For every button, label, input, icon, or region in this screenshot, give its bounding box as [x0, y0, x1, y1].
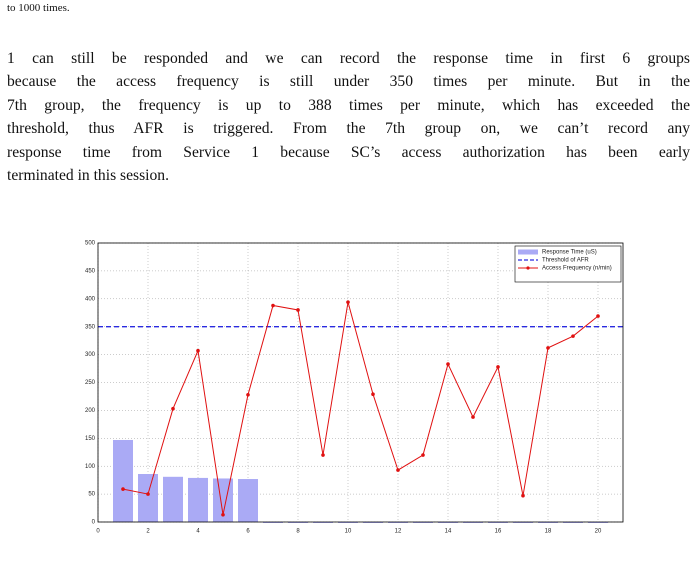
line	[122, 302, 599, 515]
bar	[563, 522, 583, 523]
bar	[188, 477, 208, 522]
y-tick-label: 50	[88, 492, 95, 498]
x-tick-label: 18	[545, 529, 552, 535]
y-tick-label: 500	[85, 241, 96, 247]
point	[121, 487, 125, 491]
y-tick-label: 450	[85, 268, 96, 274]
x-tick-label: 6	[246, 529, 250, 535]
point	[396, 468, 400, 472]
point	[421, 453, 425, 457]
text-line: response time from Service 1 because SC’…	[7, 143, 690, 161]
y-tick-label: 350	[85, 324, 96, 330]
y-tick-label: 300	[85, 352, 96, 358]
bar	[138, 474, 158, 522]
point	[146, 492, 150, 496]
legend-swatch	[518, 249, 538, 255]
point	[171, 406, 175, 411]
x-tick-label: 4	[196, 529, 200, 535]
y-tick-label: 250	[85, 380, 96, 386]
x-tick-label: 16	[495, 529, 502, 535]
legend-swatch	[526, 266, 530, 270]
bar	[513, 522, 533, 523]
legend-label: Threshold of AFR	[542, 258, 589, 264]
bar	[288, 522, 308, 523]
y-tick-label: 200	[85, 408, 96, 414]
x-tick-label: 10	[345, 529, 352, 535]
point	[196, 348, 200, 353]
point	[571, 334, 575, 338]
point	[296, 308, 300, 312]
point	[321, 453, 325, 457]
x-tick-label: 12	[395, 529, 402, 535]
point	[346, 300, 350, 304]
bar	[313, 522, 333, 523]
point	[271, 303, 275, 308]
point	[446, 362, 450, 366]
bar	[488, 522, 508, 523]
point	[546, 346, 550, 350]
text-line: 7th group, the frequency is up to 388 ti…	[7, 96, 690, 114]
text-line: because the access frequency is still un…	[7, 73, 690, 91]
point	[521, 493, 525, 498]
bar	[238, 479, 258, 522]
bar	[438, 522, 458, 523]
bar	[538, 522, 558, 523]
x-tick-label: 8	[296, 529, 300, 535]
legend-label: Access Frequency (n/min)	[542, 266, 612, 272]
x-tick-label: 14	[445, 529, 452, 535]
bar	[338, 522, 358, 523]
bar	[413, 522, 433, 523]
y-tick-label: 0	[92, 520, 96, 526]
y-tick-label: 100	[85, 464, 96, 470]
top-line: to 1000 times.	[7, 2, 70, 14]
point	[596, 314, 600, 318]
point	[471, 415, 475, 419]
bar	[163, 476, 183, 522]
plot-frame	[97, 242, 624, 523]
text-line: 1 can still be responded and we can reco…	[7, 50, 690, 67]
text-line: threshold, thus AFR is triggered. From t…	[7, 120, 690, 138]
point	[221, 512, 225, 517]
text-line: terminated in this session.	[7, 167, 169, 184]
point	[246, 392, 250, 397]
bar	[113, 439, 133, 522]
x-tick-label: 0	[96, 529, 100, 535]
bar	[588, 522, 608, 523]
point	[371, 392, 375, 397]
bar	[463, 522, 483, 523]
x-tick-label: 2	[146, 529, 150, 535]
y-tick-label: 400	[85, 296, 96, 302]
bar	[263, 522, 283, 523]
bar	[363, 522, 383, 523]
legend-label: Response Time (uS)	[542, 250, 597, 256]
point	[496, 365, 500, 369]
bar	[388, 522, 408, 523]
y-tick-label: 150	[85, 436, 96, 442]
x-tick-label: 20	[595, 529, 602, 535]
